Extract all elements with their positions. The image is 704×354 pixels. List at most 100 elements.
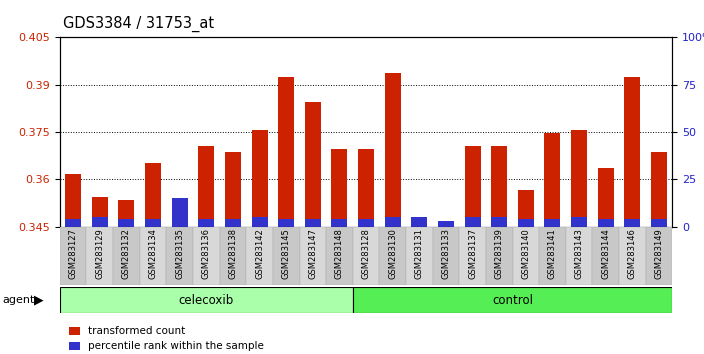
Bar <box>624 219 641 227</box>
Bar <box>411 225 427 227</box>
Bar <box>486 227 513 285</box>
Bar <box>651 219 667 227</box>
Text: GSM283148: GSM283148 <box>335 228 344 279</box>
Text: GSM283145: GSM283145 <box>282 228 291 279</box>
Text: GSM283142: GSM283142 <box>255 228 264 279</box>
Text: GSM283139: GSM283139 <box>495 228 504 279</box>
Bar <box>118 200 134 227</box>
Text: GSM283143: GSM283143 <box>574 228 584 279</box>
Bar <box>379 227 406 285</box>
Text: GSM283147: GSM283147 <box>308 228 318 279</box>
Bar <box>332 149 348 227</box>
Bar <box>598 168 614 227</box>
Bar <box>60 287 353 313</box>
Bar <box>624 76 641 227</box>
Bar <box>87 227 113 285</box>
Text: GSM283149: GSM283149 <box>655 228 663 279</box>
Text: GSM283134: GSM283134 <box>149 228 158 279</box>
Bar <box>118 219 134 227</box>
Bar <box>199 146 214 227</box>
Text: GDS3384 / 31753_at: GDS3384 / 31753_at <box>63 16 215 32</box>
Text: celecoxib: celecoxib <box>179 293 234 307</box>
Bar <box>145 219 161 227</box>
Bar <box>139 227 166 285</box>
Text: GSM283129: GSM283129 <box>95 228 104 279</box>
Bar <box>172 198 188 227</box>
Bar <box>305 102 321 227</box>
Bar <box>65 175 81 227</box>
Bar <box>60 227 87 285</box>
Bar <box>438 221 454 227</box>
Bar <box>353 287 672 313</box>
Bar <box>145 164 161 227</box>
Text: GSM283135: GSM283135 <box>175 228 184 279</box>
Bar <box>544 219 560 227</box>
Bar <box>433 227 459 285</box>
Bar <box>166 227 193 285</box>
Bar <box>651 152 667 227</box>
Text: GSM283146: GSM283146 <box>628 228 637 279</box>
Bar <box>92 217 108 227</box>
Bar <box>646 227 672 285</box>
Bar <box>598 219 614 227</box>
Bar <box>406 227 433 285</box>
Bar <box>571 217 587 227</box>
Text: GSM283137: GSM283137 <box>468 228 477 279</box>
Bar <box>220 227 246 285</box>
Bar <box>544 133 560 227</box>
Text: GSM283130: GSM283130 <box>388 228 397 279</box>
Bar <box>225 152 241 227</box>
Bar <box>566 227 593 285</box>
Bar <box>539 227 566 285</box>
Text: GSM283136: GSM283136 <box>202 228 210 279</box>
Bar <box>459 227 486 285</box>
Bar <box>411 217 427 227</box>
Bar <box>251 217 268 227</box>
Bar <box>172 225 188 227</box>
Bar <box>65 219 81 227</box>
Bar <box>593 227 619 285</box>
Bar <box>465 217 481 227</box>
Text: GSM283133: GSM283133 <box>441 228 451 279</box>
Bar <box>251 130 268 227</box>
Bar <box>332 219 348 227</box>
Bar <box>358 149 374 227</box>
Bar <box>491 217 507 227</box>
Text: GSM283138: GSM283138 <box>228 228 237 279</box>
Bar <box>384 74 401 227</box>
Text: GSM283128: GSM283128 <box>362 228 370 279</box>
Bar <box>518 219 534 227</box>
Text: GSM283127: GSM283127 <box>69 228 77 279</box>
Bar <box>199 219 214 227</box>
Bar <box>353 227 379 285</box>
Text: agent: agent <box>2 295 34 305</box>
Bar <box>225 219 241 227</box>
Bar <box>326 227 353 285</box>
Bar <box>278 76 294 227</box>
Bar <box>358 219 374 227</box>
Text: GSM283132: GSM283132 <box>122 228 131 279</box>
Text: control: control <box>492 293 533 307</box>
Text: GSM283131: GSM283131 <box>415 228 424 279</box>
Bar <box>438 222 454 227</box>
Legend: transformed count, percentile rank within the sample: transformed count, percentile rank withi… <box>65 322 268 354</box>
Bar <box>384 217 401 227</box>
Text: GSM283140: GSM283140 <box>522 228 530 279</box>
Bar <box>513 227 539 285</box>
Bar <box>465 146 481 227</box>
Text: GSM283144: GSM283144 <box>601 228 610 279</box>
Bar <box>278 219 294 227</box>
Bar <box>113 227 139 285</box>
Bar <box>193 227 220 285</box>
Bar <box>619 227 646 285</box>
Bar <box>246 227 273 285</box>
Text: GSM283141: GSM283141 <box>548 228 557 279</box>
Bar <box>491 146 507 227</box>
Bar <box>299 227 326 285</box>
Bar <box>518 190 534 227</box>
Bar <box>305 219 321 227</box>
Bar <box>92 196 108 227</box>
Text: ▶: ▶ <box>34 294 44 307</box>
Bar <box>273 227 299 285</box>
Bar <box>571 130 587 227</box>
